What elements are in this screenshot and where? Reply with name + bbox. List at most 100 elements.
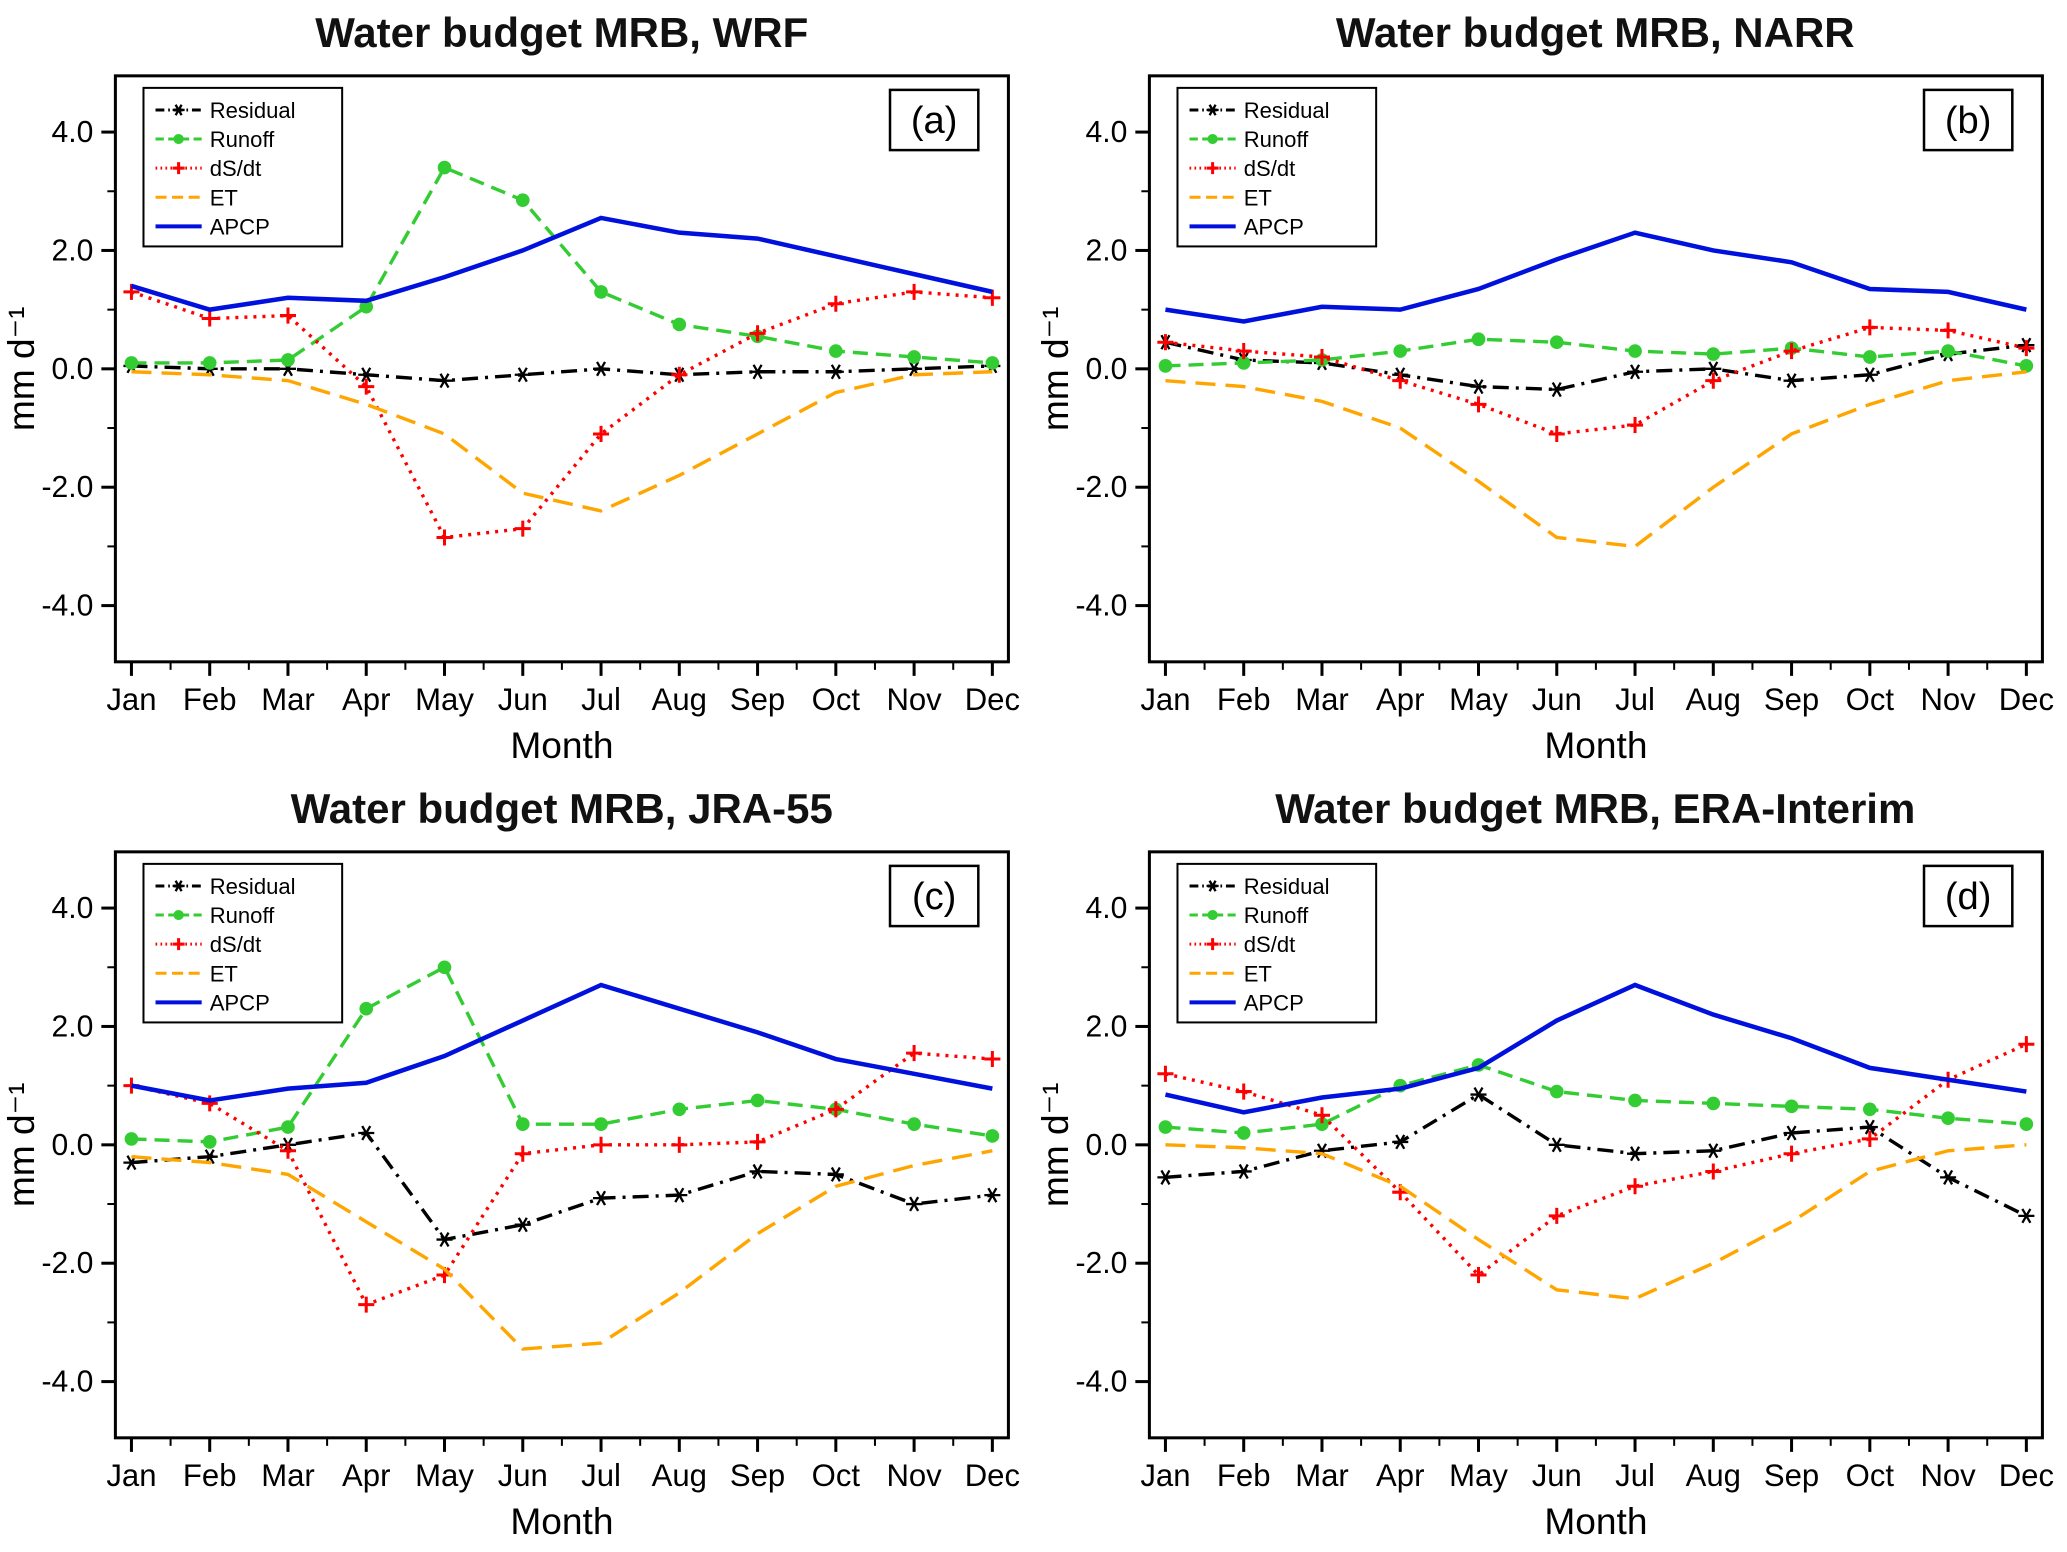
x-axis-title: Month [1544,724,1647,766]
panel-label-box [1922,864,2014,928]
y-axis-title: mm d⁻¹ [0,306,42,431]
marker-circle-icon [173,909,184,921]
panel-label-box [1922,88,2014,152]
marker-asterisk-icon [358,1125,375,1141]
series-line-runoff [1164,1063,2026,1135]
plot-border [1147,850,2044,1440]
marker-plus-icon [1548,1207,1565,1224]
marker-asterisk-icon [1861,367,1878,383]
x-tick-label: Apr [342,682,390,717]
x-tick-label: Feb [1216,1458,1270,1493]
marker-circle-icon [515,1117,530,1131]
legend-label-runoff: Runoff [210,903,275,928]
marker-circle-icon [907,1117,921,1131]
marker-plus-icon [984,1050,1001,1068]
chart-svg-0: -4.0 -2.0 0.0 2.0 4.0 Jan Feb Mar Apr May Jun Jul Au… [0,74,1020,766]
marker-circle-icon [1705,347,1720,361]
marker-asterisk-icon [1548,1137,1565,1153]
y-tick-label: 0.0 [1085,1129,1127,1162]
panel-a: Water budget MRB, WRF -4.0 -2.0 0.0 2.0 4.0 J… [0,0,1034,776]
y-tick-label: -4.0 [41,590,93,623]
marker-circle-icon [1206,909,1218,921]
marker-circle-icon [985,356,1000,370]
x-tick-label: Aug [652,682,707,717]
y-tick-label: -4.0 [41,1366,93,1399]
legend-label-ds-dt: dS/dt [1243,156,1295,181]
x-tick-label: Jun [498,682,548,717]
marker-plus-icon [1469,396,1487,413]
plot-border [1147,74,2044,664]
legend-label-et: ET [210,961,238,986]
x-tick-label: Jun [1531,682,1581,717]
marker-plus-icon [906,283,923,300]
marker-plus-icon [1939,322,1956,339]
marker-plus-icon [1313,1107,1330,1124]
x-tick-label: Aug [1685,1458,1740,1493]
x-tick-label: Aug [652,1458,707,1493]
marker-circle-icon [1627,1093,1642,1108]
marker-circle-icon [281,1120,295,1134]
chart-title-d: Water budget MRB, ERA-Interim [1275,785,1916,832]
x-tick-label: Jan [1140,682,1190,717]
marker-circle-icon [437,160,452,175]
marker-asterisk-icon [1626,1146,1643,1162]
legend-label-residual: Residual [1243,98,1329,123]
marker-circle-icon [2019,359,2033,373]
x-tick-label: Oct [812,682,861,717]
x-tick-label: Jun [1531,1458,1581,1493]
marker-plus-icon [172,938,185,951]
legend-label-runoff: Runoff [1243,127,1308,152]
legend-label-apcp: APCP [1243,990,1303,1015]
marker-plus-icon [984,289,1001,306]
marker-circle-icon [1471,332,1485,347]
marker-circle-icon [1314,1117,1329,1131]
series-line-residual [1164,340,2027,392]
legend-label-residual: Residual [1243,874,1329,899]
x-tick-label: Jul [581,1458,621,1493]
chart-svg-2: -4.0 -2.0 0.0 2.0 4.0 Jan Feb Mar Apr May Jun Jul Au… [0,850,1020,1542]
series-line-et [131,370,993,513]
x-tick-label: Feb [183,1458,237,1493]
marker-asterisk-icon [671,1187,688,1203]
x-tick-label: Sep [730,682,785,717]
x-tick-label: Dec [1998,1458,2053,1493]
marker-plus-icon [1626,1178,1643,1195]
y-axis-title: mm d⁻¹ [1034,306,1076,431]
x-tick-label: May [415,1458,474,1493]
y-tick-label: -4.0 [1075,590,1127,623]
x-tick-label: Oct [812,1458,861,1493]
marker-plus-icon [1783,1145,1800,1162]
marker-plus-icon [749,325,766,342]
marker-plus-icon [1861,319,1878,336]
series-line-apcp [130,215,993,312]
marker-asterisk-icon [436,373,453,389]
marker-asterisk-icon [1391,1134,1408,1150]
marker-circle-icon [594,285,608,299]
x-tick-label: Sep [1763,1458,1818,1493]
x-tick-label: Jul [1615,682,1655,717]
y-tick-label: -2.0 [41,471,93,504]
marker-circle-icon [1549,1084,1564,1099]
marker-plus-icon [1391,372,1408,389]
series-line-apcp [131,982,993,1103]
marker-circle-icon [1784,1099,1798,1114]
series-line-et [1164,370,2027,549]
chart-title-a: Water budget MRB, WRF [315,9,809,56]
marker-plus-icon [201,1095,218,1112]
marker-circle-icon [359,299,374,314]
series-line-ds-dt [1164,1042,2027,1278]
marker-plus-icon [1704,1163,1721,1180]
marker-asterisk-icon [1206,104,1219,116]
marker-asterisk-icon [1469,1086,1487,1103]
marker-circle-icon [202,356,217,370]
marker-asterisk-icon [514,1217,531,1233]
marker-asterisk-icon [1939,1169,1956,1185]
marker-circle-icon [515,193,530,207]
marker-circle-icon [907,350,921,364]
panel-label: (a) [911,99,958,142]
x-tick-label: Sep [1763,682,1818,717]
x-tick-label: Feb [1216,682,1270,717]
marker-plus-icon [279,1142,297,1159]
marker-circle-icon [1392,344,1407,358]
